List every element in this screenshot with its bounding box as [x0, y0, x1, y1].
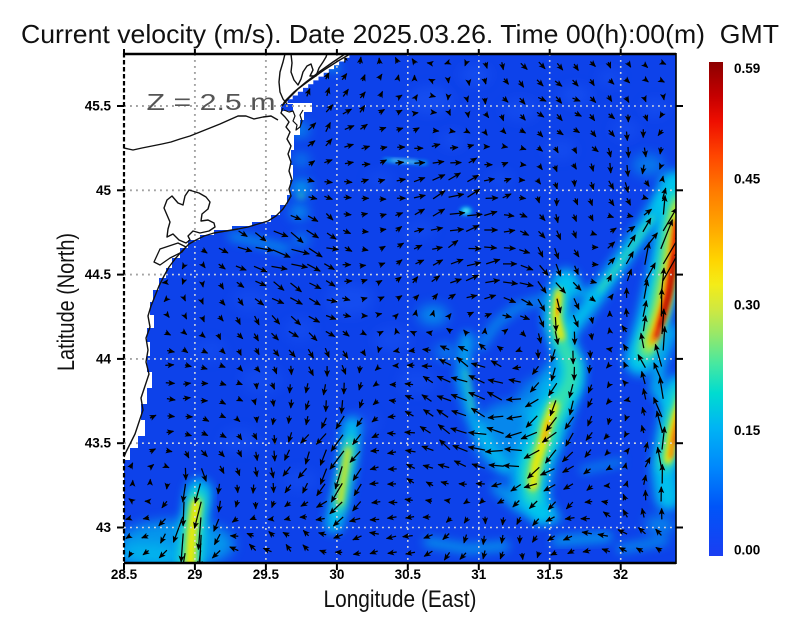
- svg-text:Current velocity (m/s). Date 2: Current velocity (m/s). Date 2025.03.26.…: [21, 19, 779, 49]
- svg-text:32: 32: [613, 567, 628, 582]
- svg-text:Z = 2.5 m: Z = 2.5 m: [147, 89, 276, 115]
- svg-text:29.5: 29.5: [253, 567, 280, 582]
- svg-text:28.5: 28.5: [111, 567, 138, 582]
- svg-text:45: 45: [96, 183, 112, 198]
- svg-text:43.5: 43.5: [85, 436, 112, 451]
- svg-text:44.5: 44.5: [85, 267, 112, 282]
- svg-text:Longitude (East): Longitude (East): [324, 586, 477, 613]
- svg-text:45.5: 45.5: [85, 99, 112, 114]
- svg-text:Latitude (North): Latitude (North): [53, 233, 80, 371]
- svg-text:0.00: 0.00: [734, 543, 760, 558]
- svg-text:0.59: 0.59: [734, 61, 760, 76]
- svg-text:31.5: 31.5: [537, 567, 564, 582]
- svg-text:30.5: 30.5: [395, 567, 422, 582]
- svg-text:0.45: 0.45: [734, 172, 761, 187]
- svg-text:0.15: 0.15: [734, 423, 761, 438]
- svg-text:0.30: 0.30: [734, 297, 760, 312]
- svg-text:44: 44: [96, 351, 112, 366]
- svg-text:43: 43: [96, 520, 112, 535]
- svg-text:29: 29: [187, 567, 202, 582]
- svg-text:30: 30: [329, 567, 344, 582]
- svg-text:31: 31: [471, 567, 487, 582]
